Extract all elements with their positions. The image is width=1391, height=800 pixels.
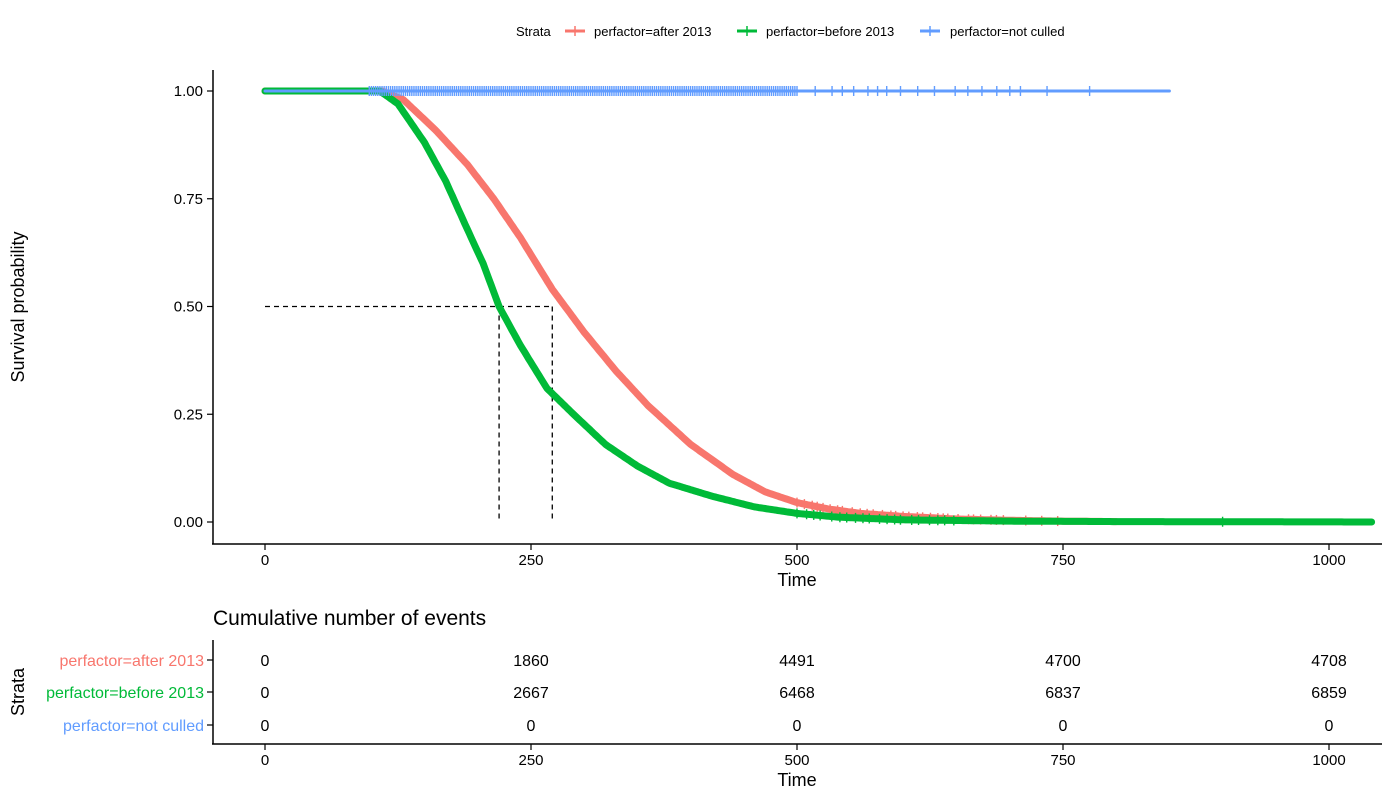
median-lines bbox=[265, 305, 553, 522]
table-x-tick-label: 500 bbox=[784, 752, 809, 769]
y-tick-label: 0.25 bbox=[174, 406, 203, 423]
table-cell-value: 4491 bbox=[779, 653, 815, 670]
table-x-tick-label: 750 bbox=[1050, 752, 1075, 769]
legend-label: perfactor=not culled bbox=[950, 24, 1065, 39]
events-table-x-axis-title: Time bbox=[777, 770, 816, 790]
table-x-tick-label: 250 bbox=[518, 752, 543, 769]
y-tick-label: 0.50 bbox=[174, 299, 203, 316]
table-cell-value: 0 bbox=[1325, 718, 1334, 735]
table-cell-value: 6859 bbox=[1311, 685, 1347, 702]
legend-item-not-culled: perfactor=not culled bbox=[920, 24, 1065, 39]
table-cell-value: 4708 bbox=[1311, 653, 1347, 670]
y-tick-label: 0.00 bbox=[174, 514, 203, 531]
events-table-axes: 0 250 500 750 1000 bbox=[207, 640, 1382, 769]
legend-item-after-2013: perfactor=after 2013 bbox=[565, 24, 711, 39]
table-cell-value: 4700 bbox=[1045, 653, 1081, 670]
x-tick-label: 250 bbox=[518, 552, 543, 569]
table-cell-value: 0 bbox=[261, 685, 270, 702]
x-tick-label: 750 bbox=[1050, 552, 1075, 569]
survival-series-perfactor-before-2013 bbox=[261, 87, 1376, 527]
x-tick-label: 1000 bbox=[1312, 552, 1345, 569]
table-cell-value: 0 bbox=[1059, 718, 1068, 735]
events-table: Cumulative number of events 0 250 500 750 10… bbox=[8, 607, 1382, 790]
survival-axes: 0.00 0.25 0.50 0.75 1.00 0 250 500 750 1000 bbox=[174, 70, 1382, 569]
table-x-tick-label: 1000 bbox=[1312, 752, 1345, 769]
survival-series-perfactor-not-culled bbox=[263, 86, 1171, 96]
legend: Strata perfactor=after 2013 perfactor=be… bbox=[516, 24, 1065, 39]
y-tick-label: 1.00 bbox=[174, 83, 203, 100]
table-row-label: perfactor=before 2013 bbox=[46, 685, 204, 702]
y-tick-label: 0.75 bbox=[174, 191, 203, 208]
table-cell-value: 6468 bbox=[779, 685, 815, 702]
events-table-rows: perfactor=after 2013 0 1860 4491 4700 4708 per… bbox=[46, 653, 1347, 735]
table-row-label: perfactor=not culled bbox=[63, 718, 204, 735]
legend-label: perfactor=after 2013 bbox=[594, 24, 711, 39]
table-cell-value: 1860 bbox=[513, 653, 549, 670]
table-cell-value: 0 bbox=[793, 718, 802, 735]
survival-x-axis-title: Time bbox=[777, 570, 816, 590]
table-cell-value: 0 bbox=[527, 718, 536, 735]
events-table-y-axis-title: Strata bbox=[8, 667, 28, 716]
legend-label: perfactor=before 2013 bbox=[766, 24, 894, 39]
x-tick-label: 500 bbox=[784, 552, 809, 569]
legend-title: Strata bbox=[516, 24, 551, 39]
table-row-label: perfactor=after 2013 bbox=[59, 653, 204, 670]
survival-y-axis-title: Survival probability bbox=[8, 231, 28, 382]
table-x-tick-label: 0 bbox=[261, 752, 269, 769]
survival-series bbox=[261, 86, 1376, 527]
survival-curve-line bbox=[261, 87, 1376, 526]
x-tick-label: 0 bbox=[261, 552, 269, 569]
legend-item-before-2013: perfactor=before 2013 bbox=[737, 24, 894, 39]
survival-series-perfactor-after-2013 bbox=[261, 87, 1120, 527]
survival-plot: 0.000.250.500.751.000 250 500 750 1000 Time … bbox=[8, 70, 1382, 590]
table-cell-value: 2667 bbox=[513, 685, 549, 702]
table-cell-value: 0 bbox=[261, 653, 270, 670]
table-cell-value: 6837 bbox=[1045, 685, 1081, 702]
table-cell-value: 0 bbox=[261, 718, 270, 735]
events-table-title: Cumulative number of events bbox=[213, 607, 486, 630]
